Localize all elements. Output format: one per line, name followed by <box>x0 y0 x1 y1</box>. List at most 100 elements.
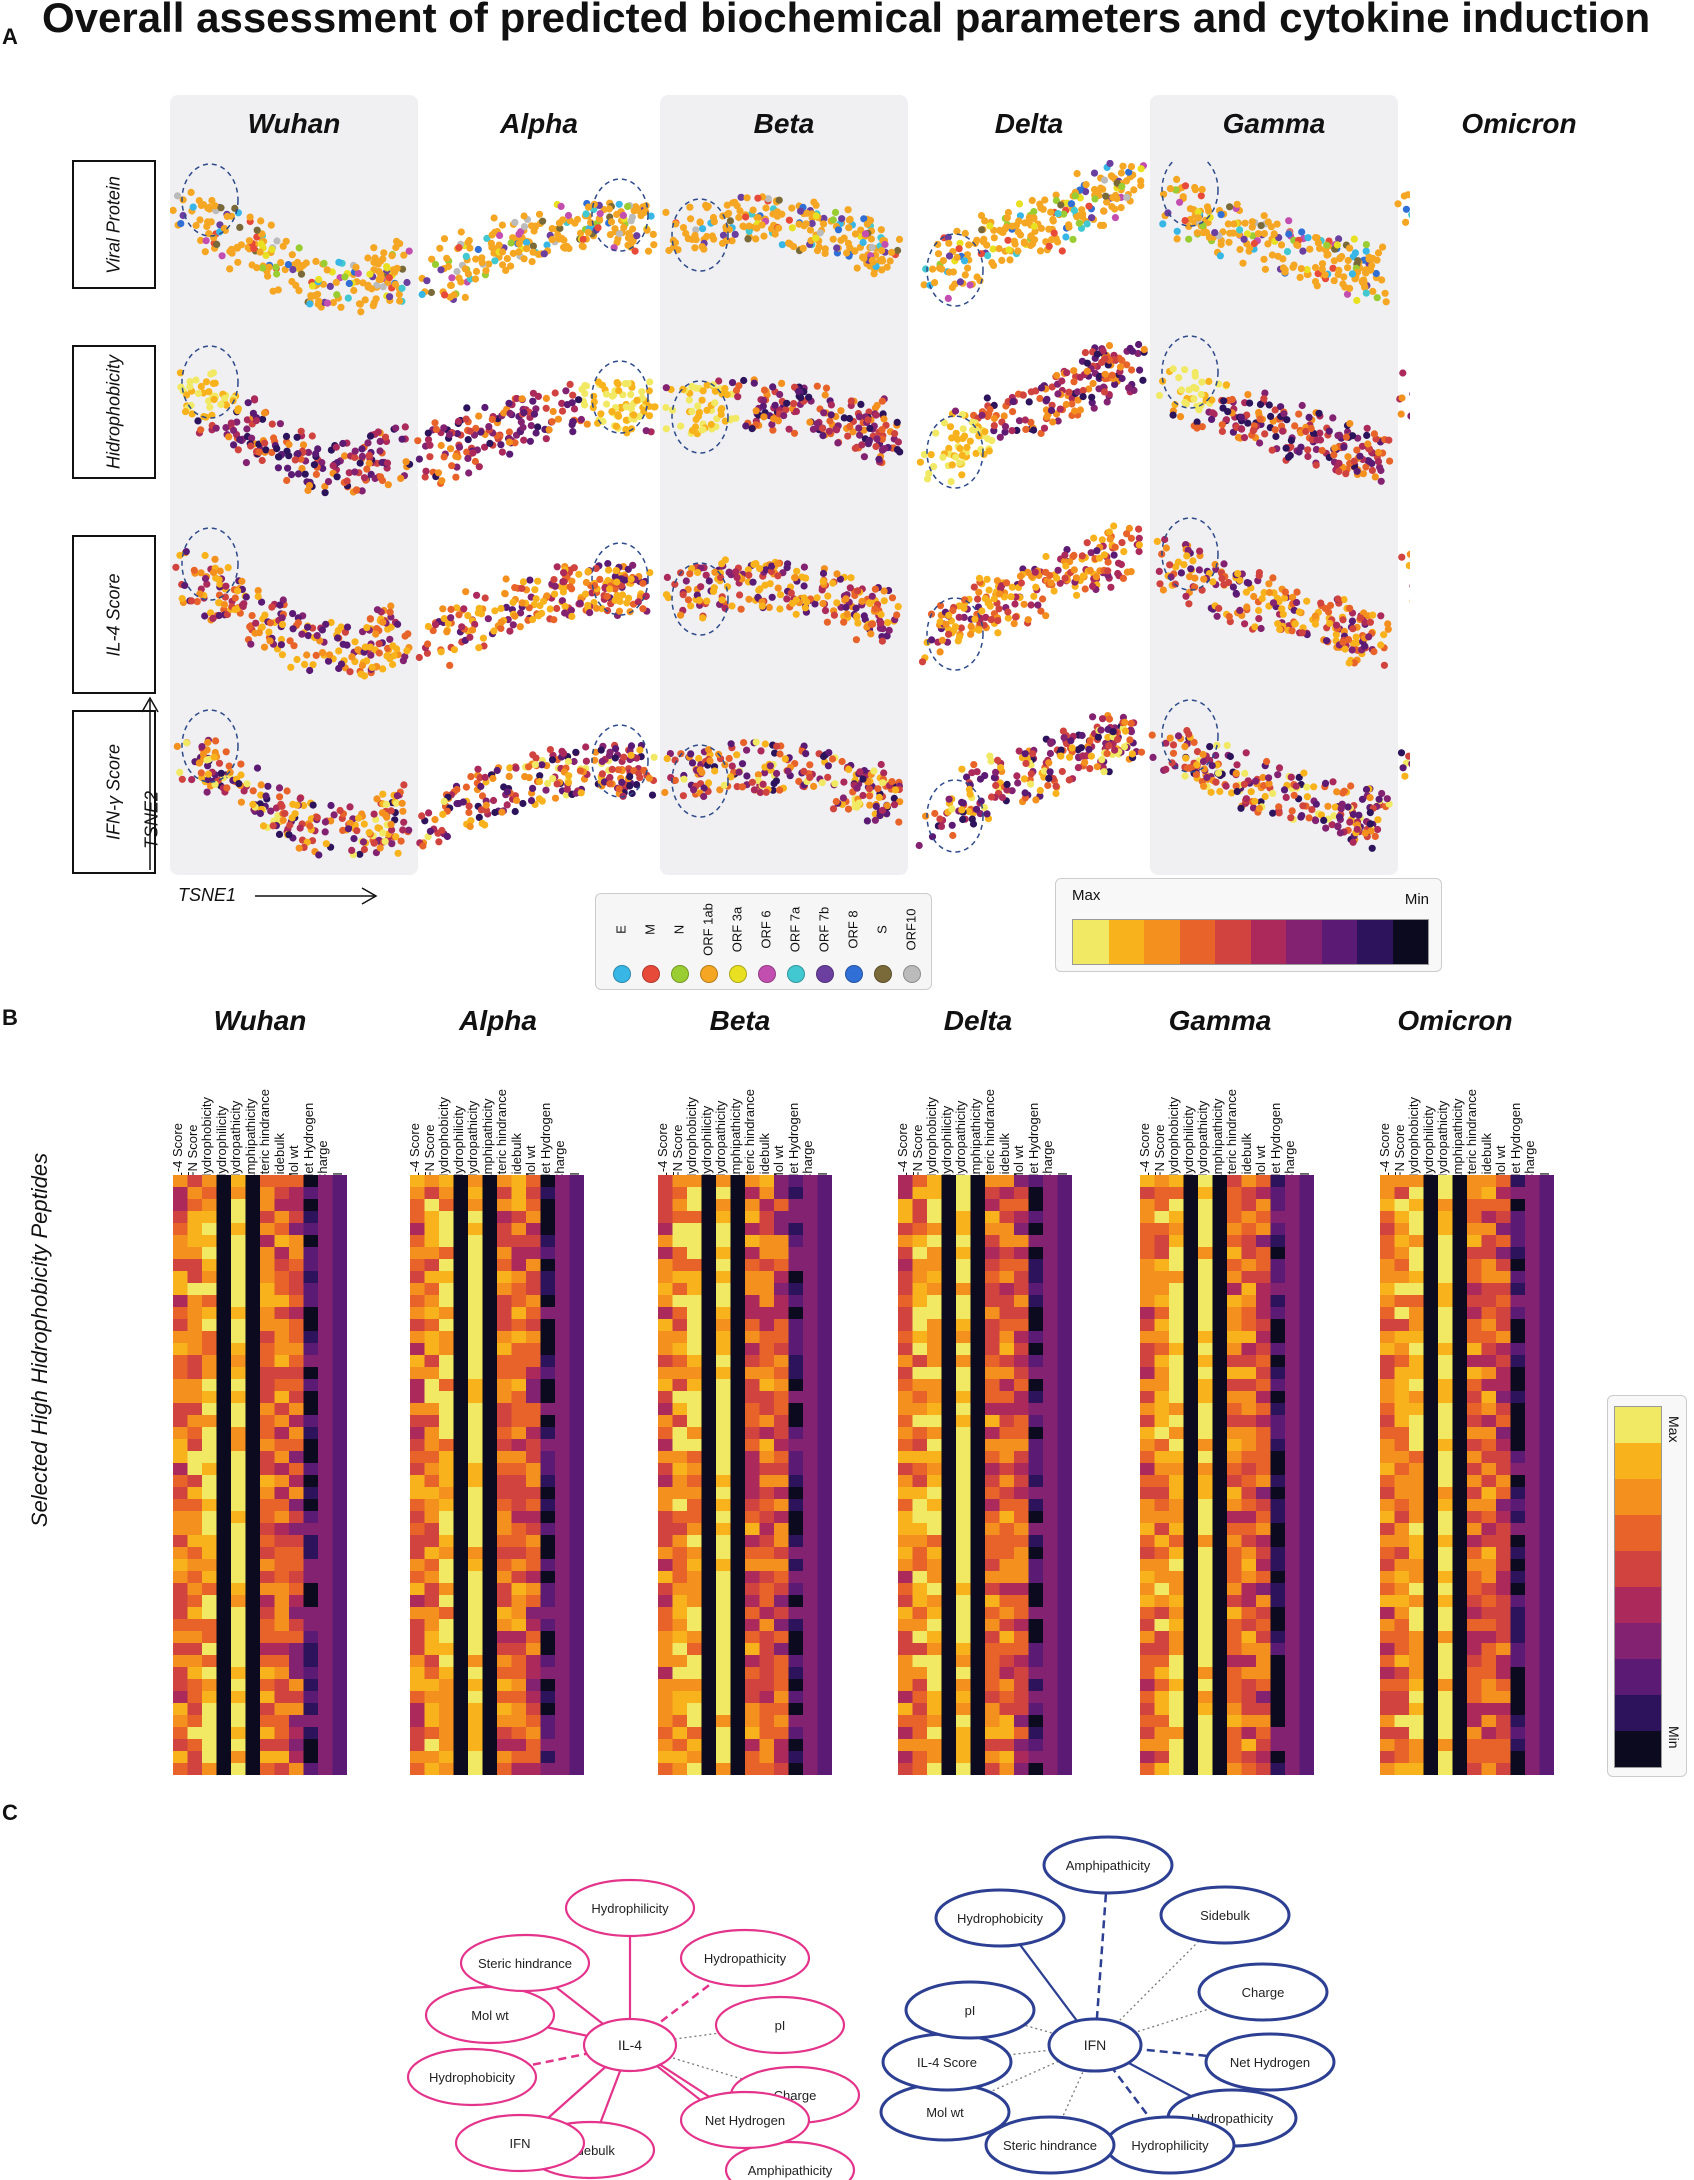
scatter-point <box>975 574 984 582</box>
scatter-point <box>828 755 837 763</box>
scatter-point <box>1233 787 1241 796</box>
scatter-point <box>447 614 455 622</box>
scatter-point <box>1335 431 1343 439</box>
scatter-point <box>584 228 592 236</box>
scatter-point <box>1037 224 1045 232</box>
scatter-point <box>877 610 885 619</box>
scatter-point <box>767 225 776 233</box>
scatter-point <box>227 419 235 427</box>
scatter-point <box>1078 552 1086 560</box>
scatter-point <box>645 774 653 782</box>
scatter-point <box>581 382 589 390</box>
scatter-point <box>273 270 281 278</box>
scatter-point <box>495 241 503 249</box>
scatter-point <box>1377 641 1385 649</box>
scatter-point <box>1105 342 1114 350</box>
scatter-point <box>776 750 784 758</box>
scatter-point <box>1135 340 1143 349</box>
scatter-point <box>1307 424 1315 433</box>
scatter-point <box>380 249 388 257</box>
scatter-point <box>937 822 946 830</box>
scatter-point <box>801 604 809 612</box>
scatter-point <box>215 576 223 584</box>
scatter-point <box>572 748 580 756</box>
scatter-point <box>217 204 225 212</box>
scatter-point <box>511 439 519 447</box>
scatter-point <box>745 571 753 579</box>
scatter-point <box>965 241 973 249</box>
scatter-point <box>806 761 814 769</box>
scatter-point <box>785 216 793 224</box>
scatter-point <box>1374 448 1382 457</box>
scatter-point <box>1349 625 1357 633</box>
scatter-point <box>974 595 982 603</box>
scatter-point <box>834 439 842 447</box>
scatter-point <box>692 236 700 244</box>
y-axis-label: TSNE2 <box>141 790 162 850</box>
scatter-point <box>859 238 867 247</box>
scatter-point <box>201 248 209 256</box>
scatter-point <box>202 237 210 245</box>
scatter-point <box>650 241 658 249</box>
scatter-point <box>224 564 232 572</box>
scatter-point <box>948 821 956 829</box>
scatter-point <box>396 240 404 248</box>
scatter-point <box>829 216 837 224</box>
scatter-point <box>857 400 865 408</box>
scatter-point <box>1206 743 1214 751</box>
scatter-point <box>891 430 899 438</box>
scatter-point <box>1086 566 1094 574</box>
scatter-point <box>816 229 824 237</box>
scatter-point <box>569 428 577 436</box>
scatter-point <box>1346 420 1354 428</box>
scatter-point <box>531 586 539 594</box>
scatter-point <box>1181 772 1189 780</box>
scatter-point <box>1225 613 1233 621</box>
scatter-point <box>507 239 515 247</box>
scatter-point <box>1034 601 1042 609</box>
scatter-point <box>1054 210 1062 218</box>
scatter-point <box>266 619 274 627</box>
scatter-point <box>1261 265 1269 273</box>
scatter-point <box>1356 452 1364 460</box>
scatter-point <box>1111 205 1119 213</box>
scatter-point <box>1350 457 1358 465</box>
scatter-point <box>296 794 304 803</box>
scatter-point <box>461 293 469 301</box>
scatter-point <box>1200 575 1208 583</box>
highlight-ellipse <box>181 527 239 601</box>
scatter-point <box>893 418 901 426</box>
scatter-point <box>258 598 266 606</box>
scatter-point <box>444 619 452 628</box>
scatter-point <box>343 477 351 485</box>
scatter-point <box>728 379 737 387</box>
scatter-point <box>612 422 620 430</box>
scatter-point <box>348 653 356 661</box>
scatter-point <box>1245 579 1253 587</box>
scatter-point <box>598 757 606 765</box>
scatter-point <box>1260 395 1268 403</box>
scatter-point <box>965 785 973 793</box>
highlight-ellipse <box>591 724 649 798</box>
scatter-point <box>1273 220 1281 228</box>
scatter-point <box>469 626 477 634</box>
scatter-point <box>424 436 433 444</box>
scatter-point <box>498 808 506 816</box>
scatter-point <box>1049 215 1057 224</box>
scatter-point <box>1287 814 1295 822</box>
scatter-point <box>287 471 296 479</box>
scatter-point <box>355 300 364 308</box>
scatter-point <box>559 216 567 224</box>
scatter-point <box>878 266 886 274</box>
scatter-point <box>1100 388 1109 396</box>
scatter-point <box>634 206 642 214</box>
scatter-point <box>1169 411 1177 419</box>
scatter-point <box>336 806 344 815</box>
scatter-point <box>205 397 213 405</box>
scatter-point <box>1032 583 1040 591</box>
scatter-point <box>679 792 687 800</box>
scatter-point <box>313 813 321 822</box>
scatter-point <box>1353 296 1361 305</box>
scatter-point <box>1137 181 1145 190</box>
scatter-point <box>491 607 499 615</box>
